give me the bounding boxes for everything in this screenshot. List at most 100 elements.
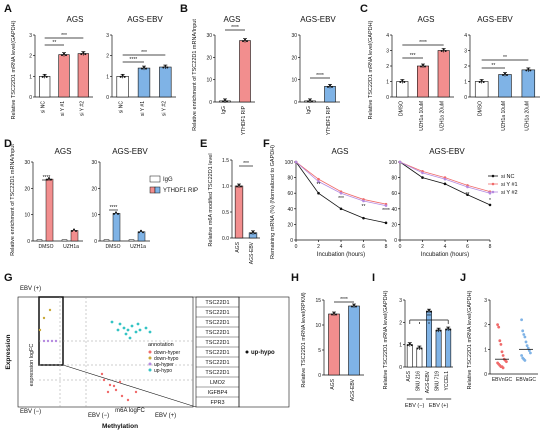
D1-point	[75, 229, 77, 232]
C2-point	[478, 81, 481, 83]
F-legend-marker	[491, 182, 495, 186]
C1-bar	[437, 50, 450, 98]
A2-xtick-label: si Y #2	[161, 101, 167, 116]
C1-point	[403, 81, 406, 83]
A2-point	[143, 66, 145, 69]
J-point	[526, 346, 530, 350]
A1-point	[82, 51, 85, 54]
D1-xtick-label: UZH1a	[63, 244, 79, 250]
G-point-down-hyper	[134, 390, 138, 394]
J-xtick-label: EBVaGC	[516, 377, 536, 383]
C1-point	[422, 64, 424, 66]
H-point	[333, 312, 335, 314]
A1-bar	[77, 53, 89, 98]
H-point	[353, 304, 355, 306]
D1-point	[73, 228, 75, 231]
G-point-down-hyper	[108, 383, 112, 387]
A2-ytick-label: 2	[106, 54, 109, 60]
I-point	[406, 344, 409, 347]
A2-bar	[116, 76, 129, 98]
F1-xtick-label: 2	[317, 244, 320, 250]
F-title-1: AGS	[332, 147, 349, 156]
B2-ytick-label: 20	[291, 55, 297, 61]
F2-sig: **	[466, 192, 470, 198]
I-point	[430, 310, 432, 313]
Ha-sig: ****	[340, 297, 348, 303]
G-point-down-hypo	[38, 328, 42, 332]
C1a-sig: ***	[410, 53, 416, 59]
F1-ytick-label: 0	[290, 238, 293, 244]
C1-point	[401, 79, 404, 82]
C-ylabel: Relative TSC22D1 mRNA level(GAPDH)	[368, 20, 374, 119]
I-point	[428, 309, 430, 312]
G-highlight-bullet	[245, 350, 249, 354]
J-point	[500, 350, 504, 354]
B-ylabel: Relative enrichment of TSC22D1 mRNA/Inpu…	[192, 19, 198, 131]
panel-letter-C: C	[360, 3, 368, 15]
G-point-up-hypo	[116, 328, 120, 332]
D-legend-label-rip: YTHDF1 RIP	[163, 188, 198, 194]
C2-xtick-label: DMSO	[478, 101, 484, 116]
D1-point	[71, 229, 73, 232]
F-legend-label: si NC	[501, 174, 514, 180]
D1-ytick-label: 10	[24, 213, 30, 219]
B2-xtick-label: IgG	[306, 106, 312, 114]
A2-bar	[159, 66, 172, 98]
D1-bar-rip	[45, 178, 54, 242]
G-legend-label: down-hypo	[154, 356, 179, 362]
I-point	[439, 329, 442, 332]
B2-bar	[324, 86, 336, 103]
Ea-sig: ***	[243, 161, 249, 167]
E-point	[254, 232, 256, 235]
B-title-1: AGS	[224, 15, 241, 24]
C1-xtick-label: DMSO	[398, 101, 404, 116]
A2-ytick-label: 0	[106, 95, 109, 101]
A1-xtick-label: si NC	[41, 101, 47, 114]
G-gene-name: TSC22D1	[205, 330, 229, 336]
H-point	[331, 313, 333, 316]
F2-ytick-label: 40	[391, 207, 397, 213]
B2-point	[327, 85, 329, 88]
G-point-up-hypo	[130, 324, 134, 328]
F2-ytick-label: 20	[391, 222, 397, 228]
C1b-sig: ****	[419, 40, 427, 46]
A1-ytick-label: 0	[29, 95, 32, 101]
J-point	[529, 351, 532, 355]
C1-ytick-label: 1	[386, 80, 389, 86]
F1-point	[384, 221, 388, 225]
F1-sig: ***	[338, 196, 344, 202]
panel-letter-A: A	[4, 3, 12, 15]
I-point	[418, 346, 421, 349]
G-point-down-hyper	[100, 372, 104, 376]
H-ytick-label: 0	[318, 373, 321, 379]
F2-point	[466, 185, 469, 189]
H-xtick-label: AGS-EBV	[350, 378, 356, 401]
G-point-up-hypo	[134, 330, 138, 334]
G-point-up-hypo	[138, 328, 142, 332]
F1-point	[317, 180, 320, 183]
G-inner-ylabel: expression logFC	[29, 344, 35, 387]
E-point	[252, 230, 254, 233]
I-group-label-neg: EBV (−)	[405, 403, 425, 409]
J-point	[497, 325, 501, 329]
G-gene-name: TSC22D1	[205, 300, 229, 306]
F1-xtick-label: 4	[340, 244, 343, 250]
G-legend-marker	[148, 362, 152, 366]
D1-bar-igg	[61, 239, 68, 242]
panel-letter-E: E	[200, 138, 207, 150]
J-point	[501, 354, 505, 357]
E-ytick-label: 1.0	[222, 184, 229, 190]
C1-ytick-label: 0	[386, 95, 389, 101]
G-point-down-hyper	[102, 378, 106, 382]
A1-ytick-label: 3	[29, 33, 32, 39]
F1-xtick-label: 8	[385, 244, 388, 250]
J-point	[525, 344, 529, 348]
A-title-1: AGS	[67, 15, 84, 24]
C1-point	[440, 50, 443, 52]
F1-point	[362, 199, 365, 203]
G-highlight-label: up-hypo	[251, 350, 275, 356]
C1-point	[442, 48, 445, 51]
D-title-2: AGS-EBV	[112, 147, 148, 156]
I-ytick-label: 3	[399, 298, 402, 304]
G-corner-label-top: EBV (+)	[20, 286, 41, 292]
